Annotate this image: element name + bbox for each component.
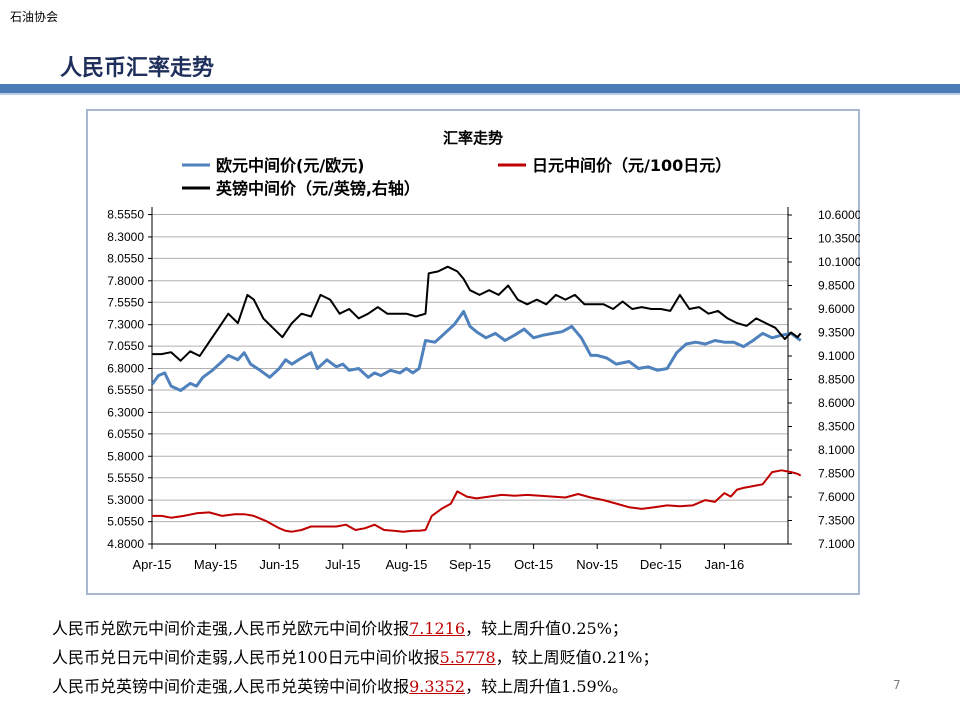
y-left-tick-label: 5.5550 <box>107 471 144 485</box>
y-left-tick-label: 5.0550 <box>107 515 144 529</box>
y-left-tick-label: 5.3000 <box>107 493 144 507</box>
paragraph-yen: 人民币兑日元中间价走弱,人民币兑100日元中间价收报5.5778，较上周贬值0.… <box>52 644 852 668</box>
y-right-tick-label: 8.6000 <box>818 396 855 410</box>
y-left-tick-label: 7.5550 <box>107 295 144 309</box>
legend-label: 欧元中间价(元/欧元) <box>216 156 364 175</box>
x-tick-label: Oct-15 <box>514 557 553 572</box>
y-right-tick-label: 9.3500 <box>818 326 855 340</box>
y-left-tick-label: 7.8000 <box>107 274 144 288</box>
y-left-tick-label: 6.5550 <box>107 383 144 397</box>
paragraph-euro: 人民币兑欧元中间价走强,人民币兑欧元中间价收报7.1216，较上周升值0.25%… <box>52 615 852 639</box>
y-right-tick-label: 9.8500 <box>818 279 855 293</box>
x-tick-label: May-15 <box>194 557 237 572</box>
y-right-tick-label: 8.1000 <box>818 443 855 457</box>
y-right-tick-label: 8.3500 <box>818 420 855 434</box>
y-right-tick-label: 7.1000 <box>818 537 855 551</box>
x-tick-label: Jun-15 <box>259 557 299 572</box>
y-left-tick-label: 7.3000 <box>107 318 144 332</box>
paragraph-gbp-text: 人民币兑英镑中间价走强,人民币兑英镑中间价收报 <box>52 677 410 696</box>
y-left-tick-label: 4.8000 <box>107 537 144 551</box>
legend-label: 日元中间价（元/100日元） <box>532 156 731 175</box>
paragraph-euro-change: ，较上周升值0.25%； <box>465 619 628 638</box>
gbp-close-value: 9.3352 <box>409 677 466 696</box>
y-right-tick-label: 7.8500 <box>818 467 855 481</box>
y-left-tick-label: 7.0550 <box>107 339 144 353</box>
x-tick-label: Apr-15 <box>132 557 171 572</box>
paragraph-yen-change: ，较上周贬值0.21%； <box>495 648 659 667</box>
series-line <box>150 310 802 392</box>
y-right-tick-label: 9.1000 <box>818 349 855 363</box>
x-tick-label: Sep-15 <box>449 557 491 572</box>
y-right-tick-label: 8.8500 <box>818 373 855 387</box>
y-left-tick-label: 8.0550 <box>107 251 144 265</box>
paragraph-gbp-change: ，较上周升值1.59%。 <box>465 677 628 696</box>
chart-title: 汇率走势 <box>443 129 503 147</box>
y-left-tick-label: 6.0550 <box>107 427 144 441</box>
x-tick-label: Jan-16 <box>705 557 745 572</box>
paragraph-gbp: 人民币兑英镑中间价走强,人民币兑英镑中间价收报9.3352，较上周升值1.59%… <box>52 673 852 697</box>
legend-label: 英镑中间价（元/英镑,右轴） <box>215 179 420 198</box>
org-label: 石油协会 <box>10 10 59 24</box>
euro-close-value: 7.1216 <box>409 619 466 638</box>
exchange-rate-chart: 汇率走势 8.5550 8.3000 8.0550 7.8000 7.5550 7.3000… <box>107 129 860 572</box>
y-right-tick-label: 10.6000 <box>818 208 860 222</box>
y-right-tick-label: 9.6000 <box>818 302 855 316</box>
y-left-tick-label: 6.3000 <box>107 405 144 419</box>
page-number: 7 <box>893 678 901 692</box>
x-tick-label: Aug-15 <box>385 557 427 572</box>
paragraph-yen-text: 人民币兑日元中间价走弱,人民币兑100日元中间价收报 <box>52 648 440 667</box>
y-right-tick-label: 10.1000 <box>818 255 860 269</box>
y-left-tick-label: 8.3000 <box>107 230 144 244</box>
y-left-tick-label: 5.8000 <box>107 449 144 463</box>
y-right-tick-label: 10.3500 <box>818 232 860 246</box>
y-left-tick-label: 6.8000 <box>107 362 144 376</box>
title-bar-divider <box>0 84 960 93</box>
x-tick-label: Jul-15 <box>325 557 360 572</box>
paragraph-euro-text: 人民币兑欧元中间价走强,人民币兑欧元中间价收报 <box>52 619 410 638</box>
series-line <box>152 265 802 362</box>
x-tick-label: Nov-15 <box>576 557 618 572</box>
y-left-tick-label: 8.5550 <box>107 208 144 222</box>
title-bar-divider-light <box>0 93 960 95</box>
yen-close-value: 5.5778 <box>439 648 496 667</box>
x-tick-label: Dec-15 <box>640 557 682 572</box>
y-right-tick-label: 7.6000 <box>818 490 855 504</box>
series-line <box>152 469 802 533</box>
slide-title: 人民币汇率走势 <box>60 56 215 81</box>
y-right-tick-label: 7.3500 <box>818 514 855 528</box>
